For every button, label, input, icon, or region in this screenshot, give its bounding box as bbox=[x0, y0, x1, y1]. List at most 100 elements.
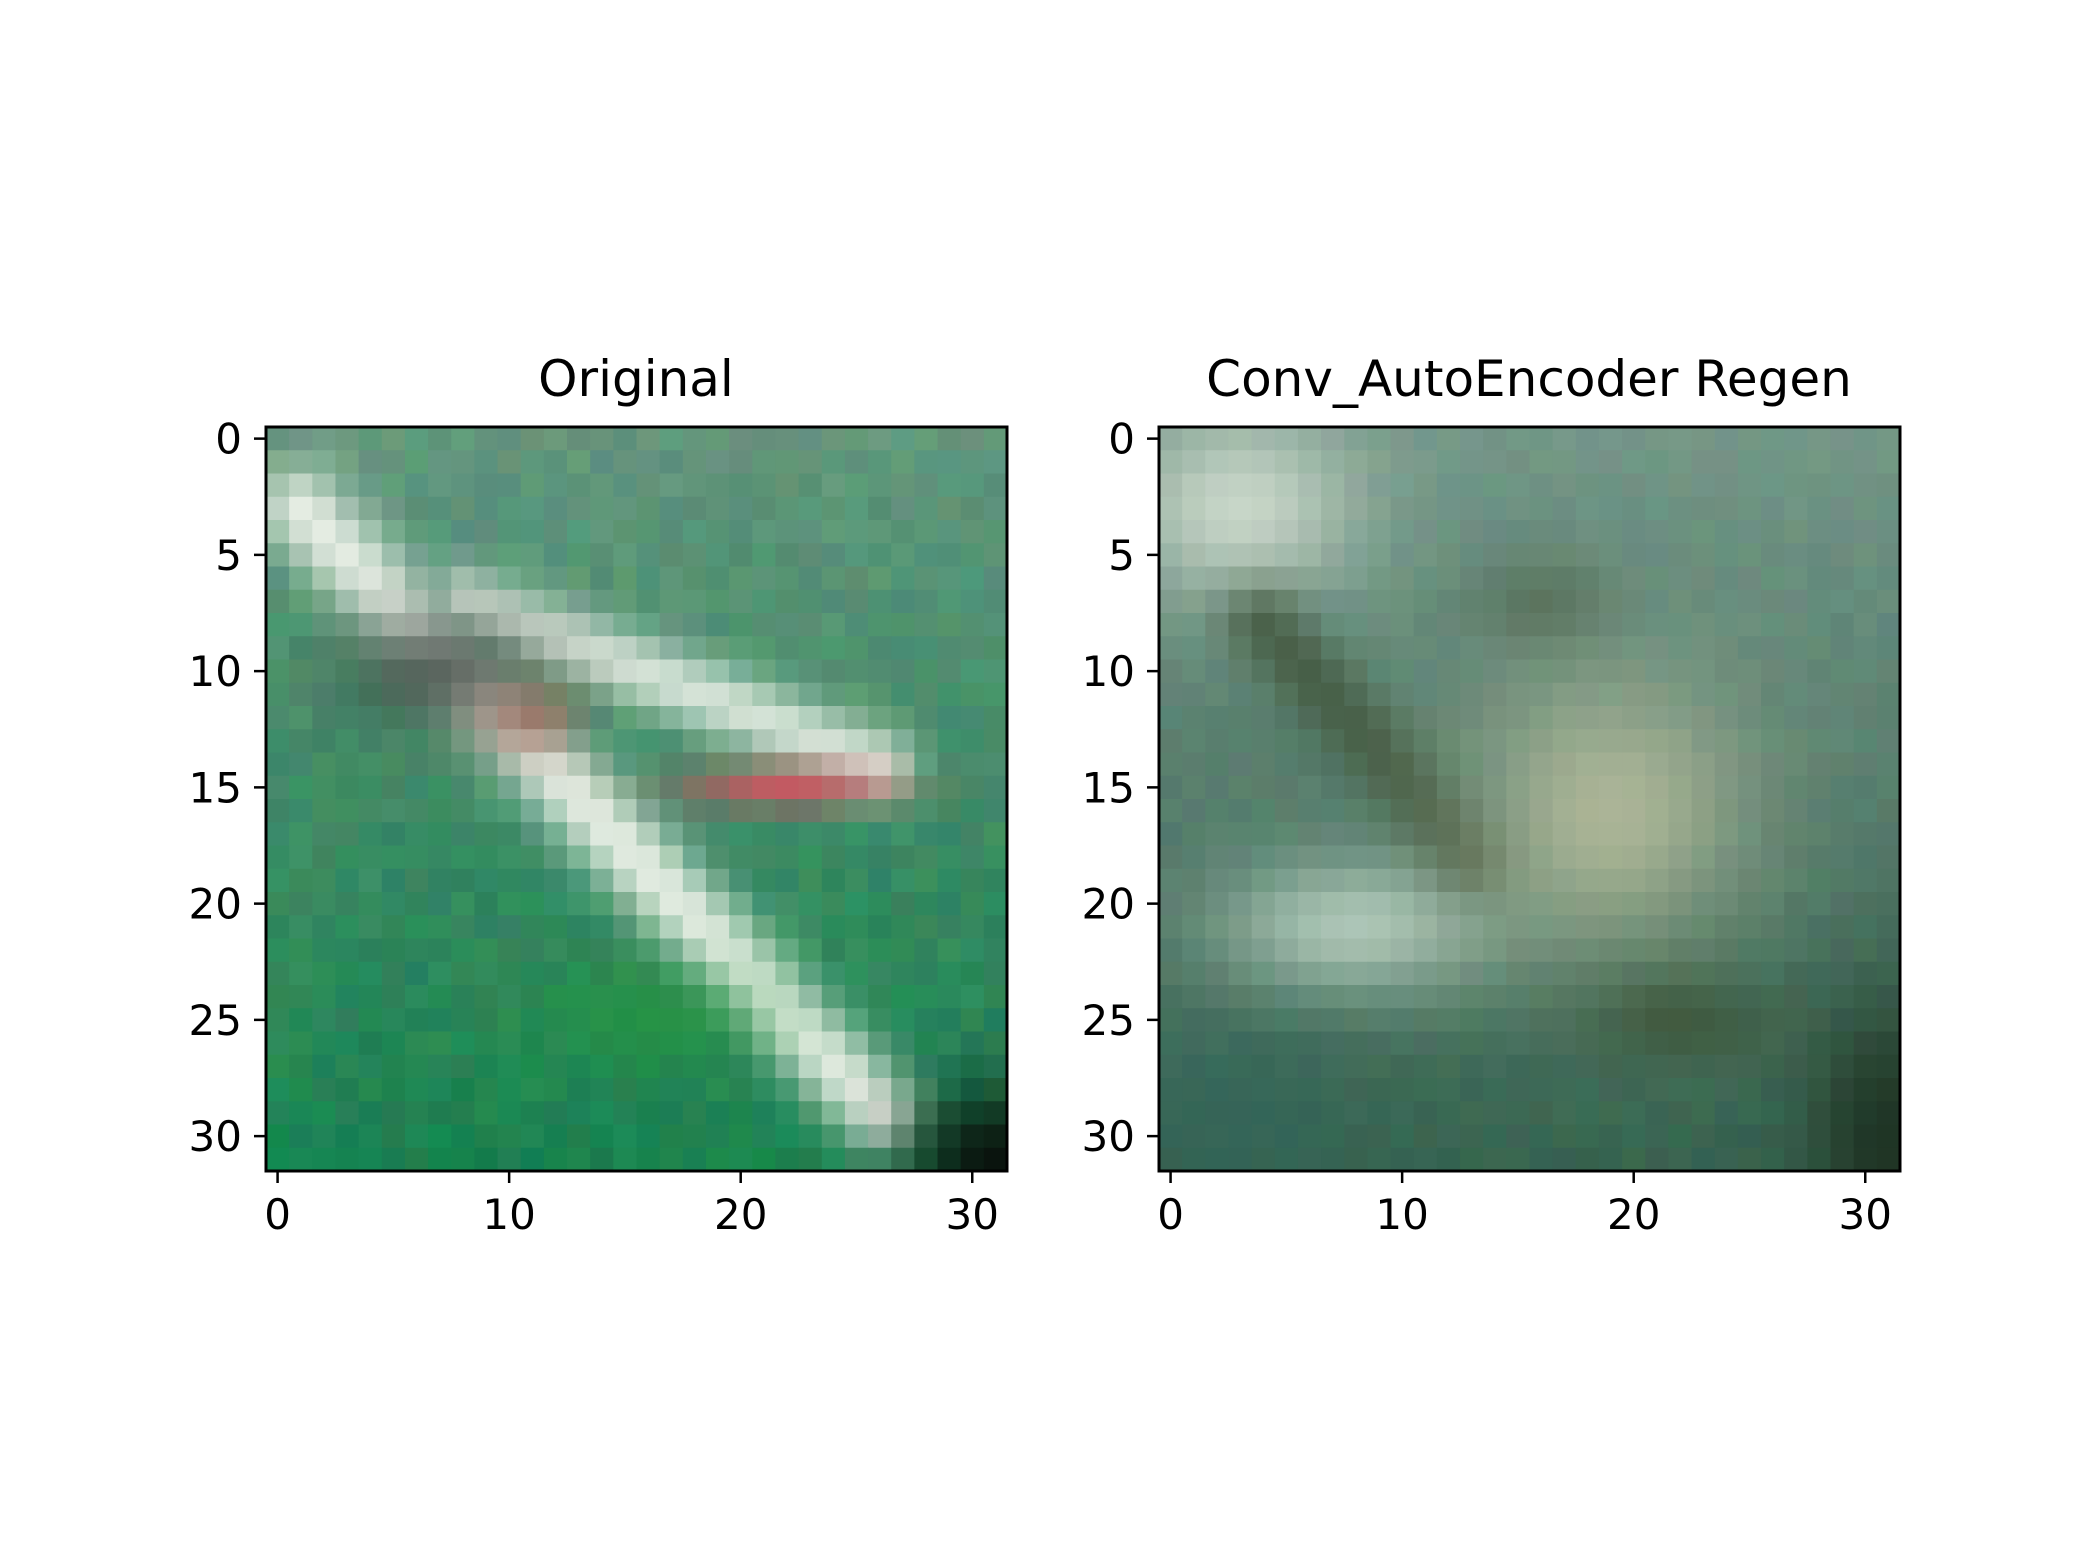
image-pixel bbox=[1830, 450, 1855, 475]
image-pixel bbox=[1575, 752, 1600, 777]
image-pixel bbox=[1668, 682, 1693, 707]
image-pixel bbox=[474, 938, 499, 963]
image-pixel bbox=[1552, 775, 1577, 800]
image-pixel bbox=[451, 938, 476, 963]
image-pixel bbox=[1297, 1008, 1322, 1033]
image-pixel bbox=[1575, 659, 1600, 684]
image-pixel bbox=[474, 845, 499, 870]
image-pixel bbox=[1761, 1101, 1785, 1126]
image-pixel bbox=[1552, 473, 1577, 498]
image-pixel bbox=[1784, 473, 1808, 498]
image-pixel bbox=[1853, 1101, 1878, 1126]
image-pixel bbox=[1228, 543, 1253, 568]
image-pixel bbox=[891, 752, 915, 777]
image-pixel bbox=[636, 1078, 661, 1102]
image-pixel bbox=[1228, 938, 1253, 963]
image-pixel bbox=[1159, 985, 1183, 1009]
image-pixel bbox=[1714, 961, 1739, 986]
image-pixel bbox=[1506, 1101, 1531, 1126]
image-pixel bbox=[590, 1008, 614, 1033]
image-pixel bbox=[497, 775, 522, 800]
image-pixel bbox=[1182, 1054, 1206, 1079]
image-pixel bbox=[1761, 427, 1785, 451]
image-pixel bbox=[868, 822, 892, 847]
image-pixel bbox=[335, 822, 360, 847]
image-pixel bbox=[983, 520, 1008, 544]
image-pixel bbox=[451, 566, 476, 591]
image-pixel bbox=[1483, 589, 1507, 614]
image-pixel bbox=[590, 450, 614, 475]
image-pixel bbox=[682, 496, 707, 521]
image-pixel bbox=[1390, 450, 1415, 475]
image-pixel bbox=[567, 729, 591, 754]
image-pixel bbox=[1691, 868, 1716, 893]
image-pixel bbox=[474, 1078, 499, 1102]
image-pixel bbox=[1228, 845, 1253, 870]
image-pixel bbox=[1622, 659, 1646, 684]
image-pixel bbox=[775, 729, 800, 754]
image-pixel bbox=[1344, 566, 1369, 591]
image-pixel bbox=[705, 496, 730, 521]
image-pixel bbox=[1622, 450, 1646, 475]
image-pixel bbox=[914, 1124, 939, 1149]
image-pixel bbox=[960, 775, 985, 800]
image-pixel bbox=[312, 845, 337, 870]
image-pixel bbox=[1205, 915, 1230, 940]
image-pixel bbox=[312, 589, 337, 614]
image-pixel bbox=[451, 868, 476, 893]
image-pixel bbox=[1807, 729, 1832, 754]
image-pixel bbox=[1182, 636, 1206, 661]
image-pixel bbox=[1737, 1078, 1762, 1102]
image-pixel bbox=[1784, 427, 1808, 451]
image-pixel bbox=[729, 1031, 753, 1056]
image-pixel bbox=[289, 613, 313, 637]
image-pixel bbox=[937, 985, 962, 1009]
image-pixel bbox=[1297, 473, 1322, 498]
image-pixel bbox=[381, 613, 406, 637]
image-pixel bbox=[289, 1147, 313, 1172]
image-pixel bbox=[636, 845, 661, 870]
image-pixel bbox=[520, 427, 545, 451]
image-pixel bbox=[659, 1124, 684, 1149]
image-pixel bbox=[567, 915, 591, 940]
image-pixel bbox=[868, 682, 892, 707]
image-pixel bbox=[821, 868, 846, 893]
image-pixel bbox=[1668, 520, 1693, 544]
image-pixel bbox=[937, 868, 962, 893]
image-pixel bbox=[1297, 845, 1322, 870]
image-pixel bbox=[312, 799, 337, 823]
image-pixel bbox=[1737, 775, 1762, 800]
image-pixel bbox=[1784, 752, 1808, 777]
image-pixel bbox=[520, 1124, 545, 1149]
image-pixel bbox=[474, 868, 499, 893]
image-pixel bbox=[358, 1054, 383, 1079]
image-pixel bbox=[1552, 961, 1577, 986]
image-pixel bbox=[1598, 706, 1623, 730]
image-pixel bbox=[868, 450, 892, 475]
image-pixel bbox=[1182, 1124, 1206, 1149]
image-pixel bbox=[1668, 845, 1693, 870]
image-pixel bbox=[636, 822, 661, 847]
image-pixel bbox=[1506, 915, 1531, 940]
image-pixel bbox=[613, 659, 638, 684]
image-pixel bbox=[567, 706, 591, 730]
image-pixel bbox=[1344, 473, 1369, 498]
image-pixel bbox=[1205, 566, 1230, 591]
image-pixel bbox=[844, 1078, 869, 1102]
image-pixel bbox=[1668, 1147, 1693, 1172]
image-pixel bbox=[1668, 450, 1693, 475]
image-pixel bbox=[844, 659, 869, 684]
image-pixel bbox=[1390, 682, 1415, 707]
image-pixel bbox=[266, 659, 290, 684]
image-pixel bbox=[1367, 613, 1392, 637]
image-pixel bbox=[1159, 682, 1183, 707]
x-tick-label: 0 bbox=[1157, 1190, 1184, 1239]
image-pixel bbox=[821, 799, 846, 823]
image-pixel bbox=[1622, 613, 1646, 637]
image-pixel bbox=[1737, 752, 1762, 777]
image-pixel bbox=[1390, 1078, 1415, 1102]
image-pixel bbox=[775, 613, 800, 637]
image-pixel bbox=[1436, 868, 1461, 893]
image-pixel bbox=[1622, 543, 1646, 568]
image-pixel bbox=[613, 473, 638, 498]
